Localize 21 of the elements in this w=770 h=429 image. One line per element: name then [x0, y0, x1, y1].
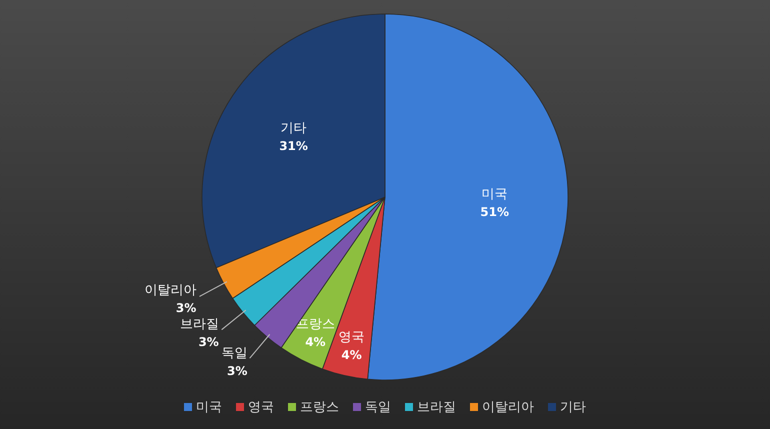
data-label: 4%	[341, 348, 362, 362]
legend-label: 영국	[248, 400, 274, 415]
legend-label: 브라질	[417, 400, 456, 415]
slice-label: 프랑스	[296, 317, 335, 332]
legend-label: 이탈리아	[482, 400, 534, 415]
data-label: 31%	[279, 139, 308, 154]
legend-label: 기타	[560, 400, 586, 415]
category-label: 미국	[196, 400, 222, 415]
data-label: 4%	[305, 335, 326, 350]
slice-label: 이탈리아	[144, 283, 196, 298]
data-label: 51%	[480, 205, 510, 220]
data-label: 3%	[198, 335, 219, 350]
slice-label: 브라질	[180, 317, 219, 332]
legend-label: 독일	[365, 400, 391, 415]
slice-label: 영국	[338, 330, 365, 346]
slice-label: 독일	[221, 346, 248, 362]
data-label: 3%	[176, 301, 196, 316]
slice-label: 미국	[482, 187, 508, 202]
data-label: 3%	[227, 364, 248, 378]
slice-label: 기타	[280, 121, 307, 136]
legend-label: 프랑스	[300, 400, 339, 415]
